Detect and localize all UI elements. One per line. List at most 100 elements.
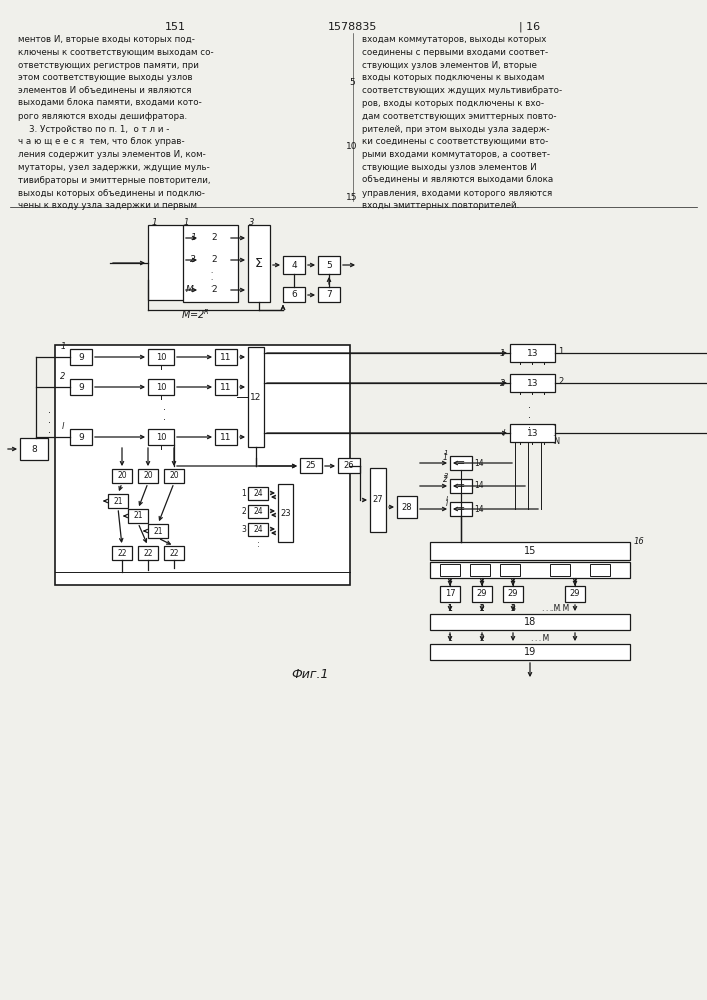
Text: 23: 23 (280, 508, 291, 518)
Text: 14: 14 (474, 458, 484, 468)
Text: 2: 2 (211, 255, 217, 264)
Bar (248, 523, 268, 536)
Bar (138, 469, 158, 483)
Text: 2: 2 (241, 506, 246, 516)
Text: 29: 29 (477, 589, 487, 598)
Text: 9: 9 (78, 382, 84, 391)
Text: 4: 4 (291, 260, 297, 269)
Text: 1: 1 (241, 488, 246, 497)
Bar (148, 349, 174, 365)
Text: 28: 28 (402, 502, 412, 512)
Text: тивибраторы и эмиттерные повторители,: тивибраторы и эмиттерные повторители, (18, 176, 211, 185)
Text: выходами блока памяти, входами кото-: выходами блока памяти, входами кото- (18, 99, 201, 108)
Text: этом соответствующие выходы узлов: этом соответствующие выходы узлов (18, 73, 192, 82)
Text: l: l (503, 428, 505, 438)
Bar (164, 469, 184, 483)
Text: .
.
.N: . . .N (552, 420, 560, 446)
Bar (470, 564, 490, 576)
Text: ментов И, вторые входы которых под-: ментов И, вторые входы которых под- (18, 35, 195, 44)
Text: 13: 13 (527, 378, 538, 387)
Text: 2: 2 (479, 604, 484, 613)
Text: .
.
.: . . . (49, 405, 52, 435)
Text: 22: 22 (144, 548, 153, 558)
Text: =: = (457, 481, 465, 491)
Text: 11: 11 (221, 353, 232, 361)
Text: 10: 10 (156, 353, 166, 361)
Text: 1: 1 (448, 604, 452, 613)
Bar (164, 546, 184, 560)
Bar (300, 458, 322, 473)
Text: ления содержит узлы элементов И, ком-: ления содержит узлы элементов И, ком- (18, 150, 206, 159)
Text: 20: 20 (144, 472, 153, 481)
Text: 27: 27 (373, 495, 383, 504)
Text: соответствующих ждущих мультивибрато-: соответствующих ждущих мультивибрато- (362, 86, 562, 95)
Text: ч а ю щ е е с я  тем, что блок управ-: ч а ю щ е е с я тем, что блок управ- (18, 137, 185, 146)
Text: рого являются входы дешифратора.: рого являются входы дешифратора. (18, 112, 187, 121)
Bar (500, 564, 520, 576)
Text: ствующие выходы узлов элементов И: ствующие выходы узлов элементов И (362, 163, 537, 172)
Text: 7: 7 (326, 290, 332, 299)
Text: 21: 21 (133, 512, 143, 520)
Text: 20: 20 (117, 472, 127, 481)
Bar (183, 225, 238, 302)
Text: 1: 1 (558, 348, 563, 357)
Bar (397, 496, 417, 518)
Bar (318, 287, 340, 302)
Bar (472, 586, 492, 602)
Text: .
.
.: . . . (210, 268, 212, 288)
Text: 1: 1 (190, 233, 196, 242)
Bar (503, 586, 523, 602)
Text: . . . M: . . . M (551, 604, 569, 613)
Text: 2: 2 (211, 233, 217, 242)
Bar (370, 468, 386, 532)
Text: 6: 6 (291, 290, 297, 299)
Text: 21: 21 (113, 496, 123, 506)
Text: 14: 14 (474, 482, 484, 490)
Bar (338, 458, 360, 473)
Text: ключены к соответствующим выходам со-: ключены к соответствующим выходам со- (18, 48, 214, 57)
Bar (440, 564, 460, 576)
Text: ответствующих регистров памяти, при: ответствующих регистров памяти, при (18, 61, 199, 70)
Text: 1: 1 (448, 634, 452, 643)
Text: 13: 13 (527, 349, 538, 358)
Text: ров, входы которых подключены к вхо-: ров, входы которых подключены к вхо- (362, 99, 544, 108)
Bar (20, 438, 48, 460)
Text: 14: 14 (474, 504, 484, 514)
Bar (138, 546, 158, 560)
Bar (248, 505, 268, 518)
Text: . . . M: . . . M (542, 604, 560, 613)
Text: 26: 26 (344, 461, 354, 470)
Text: ствующих узлов элементов И, вторые: ствующих узлов элементов И, вторые (362, 61, 537, 70)
Bar (248, 225, 270, 302)
Bar (278, 484, 293, 542)
Bar (283, 256, 305, 274)
Bar (112, 546, 132, 560)
Text: 2: 2 (190, 255, 196, 264)
Text: Фиг.1: Фиг.1 (291, 668, 329, 682)
Bar (70, 429, 92, 445)
Text: =: = (457, 504, 465, 514)
Text: выходы которых объединены и подклю-: выходы которых объединены и подклю- (18, 189, 205, 198)
Text: управления, входами которого являются: управления, входами которого являются (362, 189, 552, 198)
Text: l: l (446, 496, 448, 502)
Text: 2: 2 (479, 604, 484, 613)
Text: 8: 8 (31, 444, 37, 454)
Bar (128, 509, 148, 523)
Text: 2: 2 (211, 286, 217, 294)
Text: входам коммутаторов, выходы которых: входам коммутаторов, выходы которых (362, 35, 547, 44)
Text: 18: 18 (524, 617, 536, 627)
Bar (430, 644, 630, 660)
Text: =: = (457, 458, 465, 468)
Text: .
.
.: . . . (529, 400, 532, 430)
Text: элементов И объединены и являются: элементов И объединены и являются (18, 86, 192, 95)
Text: 2: 2 (479, 634, 484, 643)
Bar (450, 479, 472, 493)
Text: .
.
.: . . . (163, 402, 167, 432)
Text: 11: 11 (221, 432, 232, 442)
Text: 19: 19 (524, 647, 536, 657)
Text: дам соответствующих эмиттерных повто-: дам соответствующих эмиттерных повто- (362, 112, 556, 121)
Text: 2: 2 (558, 377, 563, 386)
Text: 17: 17 (445, 589, 455, 598)
Bar (590, 564, 610, 576)
Bar (215, 379, 237, 395)
